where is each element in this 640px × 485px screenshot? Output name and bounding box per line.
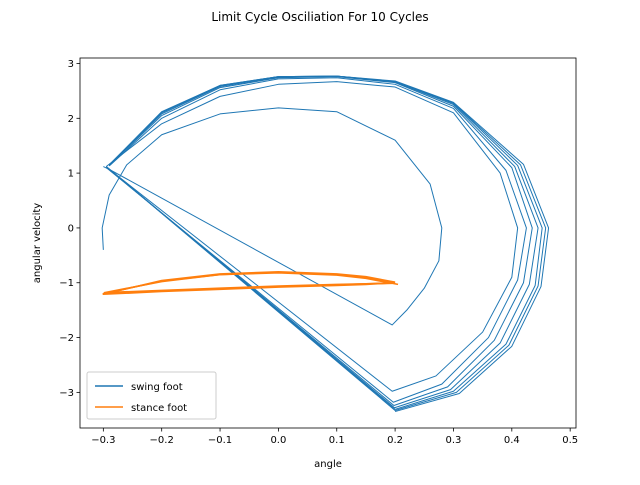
y-tick-label: 0 bbox=[68, 223, 74, 234]
series-line-swing-foot bbox=[105, 76, 533, 407]
series-line-swing-foot bbox=[101, 107, 443, 326]
x-tick-label: 0.2 bbox=[387, 435, 403, 446]
axes-frame bbox=[79, 57, 577, 429]
series-line-swing-foot bbox=[105, 75, 539, 409]
x-axis-label: angle bbox=[314, 459, 342, 470]
series-layer bbox=[101, 75, 550, 413]
legend-label-swing-foot: swing foot bbox=[131, 382, 183, 393]
x-tick-label: 0.3 bbox=[446, 435, 462, 446]
x-tick-label: −0.1 bbox=[208, 435, 232, 446]
y-tick-label: 1 bbox=[68, 169, 74, 180]
x-tick-label: −0.2 bbox=[150, 435, 174, 446]
y-tick-label: 3 bbox=[68, 59, 74, 70]
legend-label-stance-foot: stance foot bbox=[131, 403, 187, 414]
x-tick-label: 0.5 bbox=[562, 435, 578, 446]
x-tick-label: −0.3 bbox=[91, 435, 115, 446]
series-line-swing-foot bbox=[108, 75, 550, 413]
series-line-stance-foot bbox=[102, 270, 396, 296]
x-tick-label: 0.4 bbox=[504, 435, 520, 446]
y-axis-label: angular velocity bbox=[32, 203, 43, 284]
legend: swing foot stance foot bbox=[86, 371, 217, 420]
series-line-swing-foot bbox=[105, 77, 527, 403]
x-tick-label: 0.0 bbox=[270, 435, 286, 446]
y-tick-label: −3 bbox=[59, 388, 74, 399]
x-axis: −0.3 −0.2 −0.1 0.0 0.1 0.2 0.3 0.4 0.5 bbox=[91, 428, 578, 446]
y-axis: −3 −2 −1 0 1 2 3 bbox=[59, 59, 80, 399]
series-line-swing-foot bbox=[105, 81, 519, 392]
plot-area bbox=[79, 57, 577, 429]
y-tick-label: 2 bbox=[68, 114, 74, 125]
x-tick-label: 0.1 bbox=[329, 435, 345, 446]
chart-title: Limit Cycle Osciliation For 10 Cycles bbox=[211, 10, 428, 24]
y-tick-label: −2 bbox=[59, 333, 74, 344]
y-tick-label: −1 bbox=[59, 278, 74, 289]
